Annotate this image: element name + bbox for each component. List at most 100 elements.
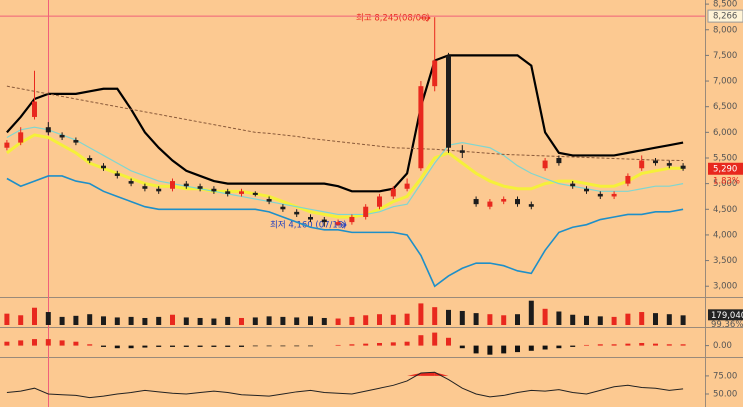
candle-body — [4, 142, 10, 148]
bar — [128, 316, 134, 325]
bar — [73, 341, 79, 346]
bar — [680, 315, 686, 325]
candle-body — [87, 157, 93, 161]
candle-body — [570, 183, 576, 187]
candle-body — [528, 204, 534, 207]
bar — [418, 335, 424, 346]
y-tick-label: 3,000 — [713, 282, 737, 292]
candle-body — [363, 206, 369, 217]
bar — [432, 332, 438, 346]
bar — [363, 315, 369, 325]
bar — [363, 343, 369, 346]
bar — [625, 343, 631, 346]
bar — [183, 345, 189, 347]
candle-body — [32, 101, 37, 117]
bar — [197, 317, 203, 325]
bar — [542, 308, 548, 325]
candle-body — [183, 183, 189, 187]
bar — [128, 345, 134, 349]
y-tick-label: 4,000 — [713, 230, 737, 240]
bar — [597, 344, 603, 346]
y-tick-label: 7,000 — [713, 77, 737, 87]
indicator-line — [6, 175, 684, 288]
y-tick-label: 8,500 — [713, 0, 737, 10]
bar — [653, 313, 658, 325]
y-tick-label: 5,000 — [713, 179, 737, 189]
bar — [515, 345, 520, 353]
candle-body — [666, 163, 672, 166]
bar — [156, 316, 162, 325]
candle-body — [487, 201, 493, 207]
bar — [390, 342, 396, 346]
bar — [183, 317, 189, 325]
candle-body — [225, 191, 231, 194]
price-label: 5,290 — [713, 164, 737, 174]
candle-body — [446, 55, 451, 148]
bar — [280, 316, 286, 325]
y-tick-label: 75.00 — [713, 371, 737, 381]
y-tick-label: 8,000 — [713, 25, 737, 35]
bar — [114, 317, 120, 325]
bar — [446, 337, 451, 346]
bar — [18, 315, 24, 325]
bar — [611, 344, 617, 346]
bar — [473, 313, 479, 325]
bar — [142, 317, 148, 325]
bar — [349, 316, 355, 325]
bar — [597, 316, 603, 325]
bar — [335, 318, 341, 325]
bar — [487, 345, 493, 355]
price-box — [708, 162, 743, 175]
bar — [308, 316, 313, 325]
bar — [542, 345, 548, 350]
bar — [225, 345, 231, 347]
bar — [239, 317, 244, 325]
y-tick-label: 0.00 — [713, 341, 732, 351]
marker-note: 99.36% — [711, 320, 743, 330]
bar — [170, 345, 175, 347]
candle-body — [501, 199, 507, 202]
candle-body — [73, 140, 79, 143]
candle-body — [170, 181, 175, 189]
low-annotation: 최저 4,160 (07/15) — [270, 220, 347, 231]
indicator-line — [6, 85, 684, 162]
candle-body — [404, 183, 410, 189]
candle-body — [653, 160, 658, 164]
candle-body — [349, 216, 355, 223]
candle-body — [59, 134, 65, 138]
bar — [211, 345, 217, 347]
candle-body — [597, 193, 603, 197]
bar — [556, 345, 562, 349]
indicator-line — [6, 54, 684, 193]
candle-body — [18, 132, 24, 143]
bar — [4, 313, 10, 325]
candle-body — [390, 188, 396, 197]
y-tick-label: 5,500 — [713, 153, 737, 163]
bar — [73, 315, 79, 325]
bar — [280, 345, 286, 347]
bar — [308, 345, 313, 347]
marker-label: 8,266 — [713, 12, 737, 22]
bar — [528, 345, 534, 351]
candle-body — [542, 160, 548, 169]
bar — [239, 345, 244, 347]
candle-body — [680, 165, 686, 169]
bar — [59, 340, 65, 346]
y-tick-label: 3,500 — [713, 256, 737, 266]
bar — [142, 345, 148, 348]
bar — [666, 344, 672, 346]
bar — [418, 303, 424, 325]
candle-body — [611, 193, 617, 197]
bar — [211, 318, 217, 325]
y-tick-label: 6,000 — [713, 128, 737, 138]
bar — [101, 345, 106, 347]
marker-label: 179,040 — [711, 311, 743, 321]
bar — [87, 314, 93, 325]
bar — [266, 345, 272, 347]
rsi-line — [6, 371, 684, 399]
bar — [45, 312, 51, 325]
bar — [377, 314, 382, 325]
candle-body — [252, 192, 258, 195]
